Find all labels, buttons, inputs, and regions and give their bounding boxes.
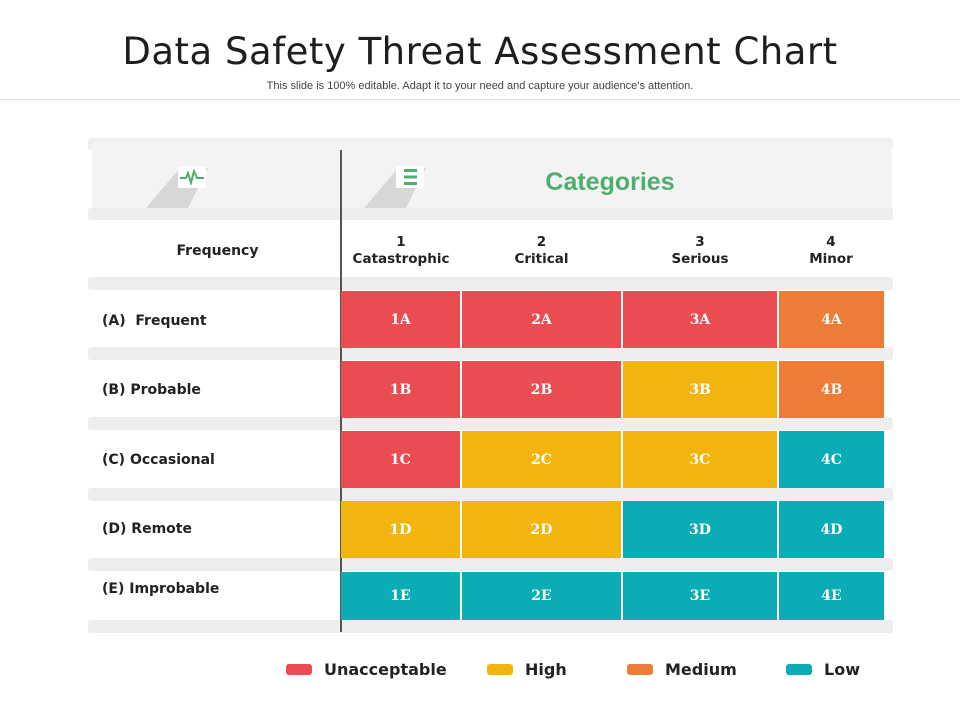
column-label: Critical <box>514 251 569 267</box>
matrix-cell: 2A <box>462 291 621 348</box>
row-label-frequent: (A) Frequent <box>102 313 207 329</box>
slide-subtitle: This slide is 100% editable. Adapt it to… <box>266 80 694 92</box>
header-bottom-strip <box>88 208 893 220</box>
column-label: Catastrophic <box>352 251 450 267</box>
legend-swatch <box>487 663 513 675</box>
column-label: Minor <box>809 251 853 267</box>
matrix-cell: 1C <box>341 431 460 488</box>
legend-item-medium: Medium <box>627 659 737 679</box>
row-separator-strip <box>88 558 893 571</box>
matrix-cell: 4B <box>779 361 884 418</box>
row-separator-strip <box>88 347 893 360</box>
legend-label: Medium <box>665 659 737 679</box>
matrix-cell: 1E <box>341 572 460 620</box>
column-number: 3 <box>695 234 705 250</box>
legend-item-low: Low <box>786 659 860 679</box>
matrix-cell: 4E <box>779 572 884 620</box>
legend-item-high: High <box>487 659 567 679</box>
legend-swatch <box>286 663 312 675</box>
row-label-improbable: (E) Improbable <box>102 581 220 597</box>
categories-heading: Categories <box>545 168 675 196</box>
matrix-cell: 3D <box>623 501 777 558</box>
matrix-cell: 4A <box>779 291 884 348</box>
row-label-occasional: (C) Occasional <box>102 452 215 468</box>
bottom-strip <box>88 620 893 633</box>
legend-swatch <box>627 663 653 675</box>
column-number: 4 <box>826 234 836 250</box>
frequency-icon-tile <box>146 150 210 210</box>
row-label-probable: (B) Probable <box>102 382 201 398</box>
column-number: 2 <box>536 234 547 250</box>
legend-label: Low <box>824 659 860 679</box>
frequency-heading: Frequency <box>176 243 259 259</box>
legend-item-unacceptable: Unacceptable <box>286 659 447 679</box>
matrix-cell: 2B <box>462 361 621 418</box>
matrix-cell: 1B <box>341 361 460 418</box>
pulse-icon <box>178 166 206 188</box>
row-separator-strip <box>88 277 893 290</box>
column-header-2: 2 Critical <box>461 234 622 268</box>
row-separator-strip <box>88 488 893 501</box>
column-header-4: 4 Minor <box>778 234 884 268</box>
title-divider <box>0 99 960 100</box>
matrix-cell: 2C <box>462 431 621 488</box>
column-header-3: 3 Serious <box>622 234 778 268</box>
header-band <box>92 142 892 220</box>
matrix-cell: 1A <box>341 291 460 348</box>
matrix-cell: 4C <box>779 431 884 488</box>
matrix-cell: 3E <box>623 572 777 620</box>
matrix-cell: 2E <box>462 572 621 620</box>
matrix-cell: 1D <box>341 501 460 558</box>
legend-label: Unacceptable <box>324 659 447 679</box>
matrix-cell: 3C <box>623 431 777 488</box>
row-label-remote: (D) Remote <box>102 521 192 537</box>
slide-title: Data Safety Threat Assessment Chart <box>122 30 838 73</box>
column-header-1: 1 Catastrophic <box>341 234 461 268</box>
column-number: 1 <box>396 234 406 250</box>
row-separator-strip <box>88 417 893 430</box>
matrix-cell: 3B <box>623 361 777 418</box>
matrix-cell: 4D <box>779 501 884 558</box>
column-label: Serious <box>671 251 729 267</box>
matrix-cell: 3A <box>623 291 777 348</box>
categories-icon-tile <box>364 150 428 210</box>
legend-label: High <box>525 659 567 679</box>
legend-swatch <box>786 663 812 675</box>
matrix-cell: 2D <box>462 501 621 558</box>
list-icon <box>396 166 424 188</box>
